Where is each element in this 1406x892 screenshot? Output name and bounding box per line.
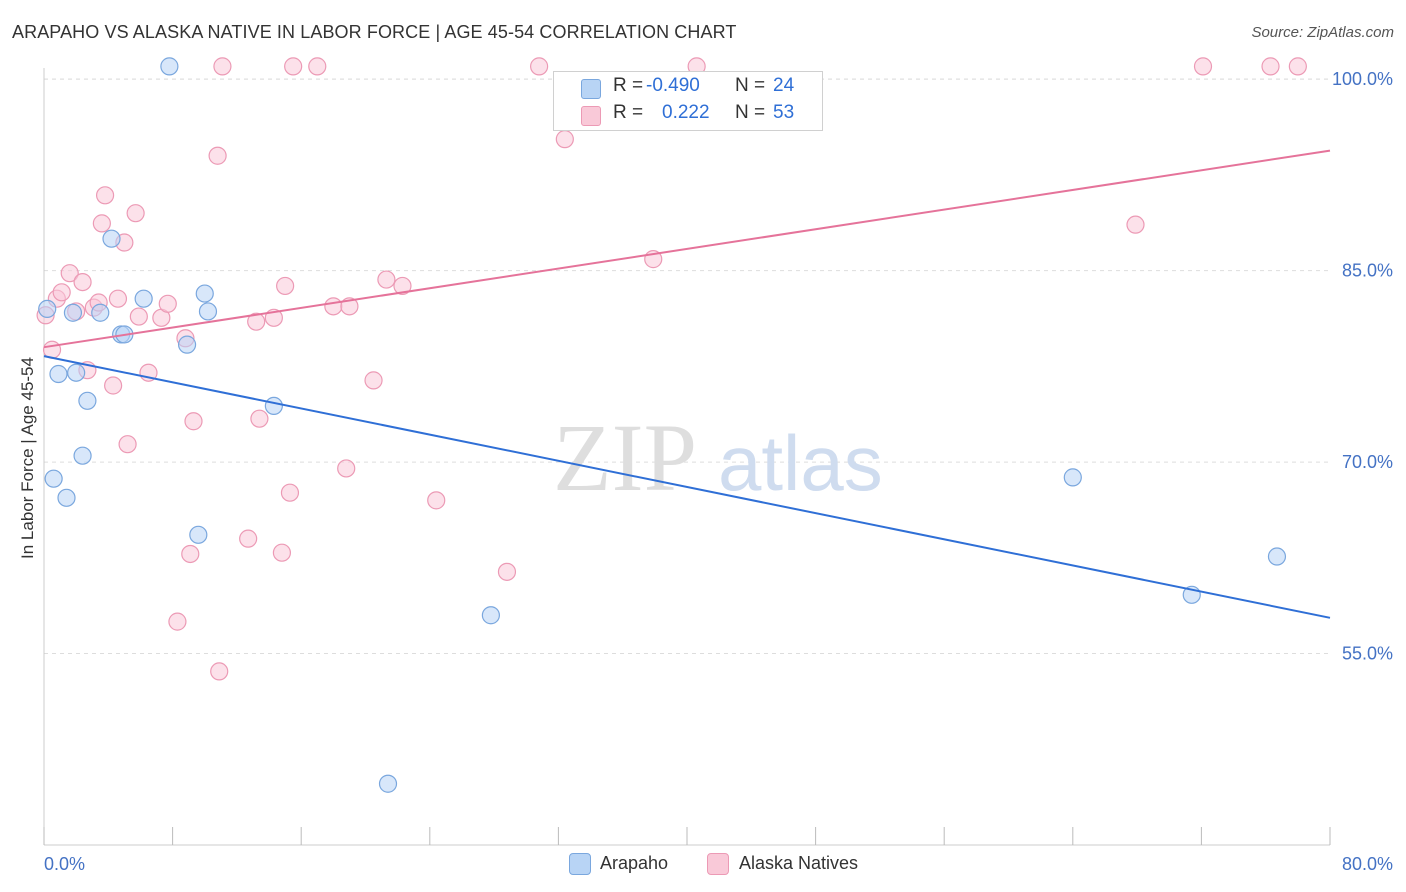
alaska-natives-point [126,204,145,223]
alaska-natives-point [210,662,229,681]
alaska-natives-point [1288,57,1307,76]
alaska-natives-point [247,312,266,331]
alaska-natives-point [377,270,396,289]
alaska-natives-point [52,283,71,302]
series-legend-swatch-alaska [707,853,729,875]
arapaho-point [78,391,97,410]
legend-swatch-arapaho [581,79,601,99]
arapaho-point [264,396,283,416]
chart-title: ARAPAHO VS ALASKA NATIVE IN LABOR FORCE … [12,22,737,42]
alaska-natives-point [324,297,343,316]
legend-n-value: 24 [773,75,795,96]
alaska-natives-point [213,57,232,76]
alaska-natives-point [208,146,227,165]
x-tick-label: 0.0% [44,854,85,874]
alaska-natives-point [272,543,292,562]
arapaho-trend-line [43,355,1331,619]
alaska-natives-point [497,562,517,581]
arapaho-point [195,284,214,303]
source-credit: Source: ZipAtlas.com [1251,24,1394,41]
alaska-natives-point [60,264,79,283]
legend-r-label: R = [613,102,644,123]
alaska-natives-point [104,376,123,395]
watermark-atlas: atlas [718,419,883,507]
alaska-natives-point [364,371,383,390]
alaska-natives-point [284,57,303,76]
series-legend-label-arapaho: Arapaho [600,853,669,873]
alaska-natives-point [184,412,203,431]
series-legend-label-alaska: Alaska Natives [739,853,859,873]
legend-r-value: 0.222 [662,102,710,123]
y-tick-label: 55.0% [1342,644,1393,664]
y-tick-label: 85.0% [1342,261,1393,281]
arapaho-point [1063,468,1082,487]
y-tick-label: 70.0% [1342,452,1393,472]
alaska-natives-point [168,612,187,631]
alaska-natives-point [393,276,412,296]
grid-lines [44,78,1330,655]
legend-r-value: -0.490 [646,75,700,96]
alaska-natives-point [95,186,115,205]
legend-r-label: R = [613,75,644,96]
correlation-legend: R = -0.490 N = 24 R = 0.222 N = 53 [553,71,823,131]
alaska-natives-point [1126,215,1145,234]
arapaho-point [91,303,110,322]
arapaho-point [38,299,57,319]
arapaho-point [1267,547,1287,566]
alaska-natives-point [427,491,446,510]
x-tick-labels: 0.0% 80.0% [44,854,1393,874]
alaska-natives-point [276,276,295,296]
alaska-natives-point [92,214,111,233]
arapaho-point [378,774,398,793]
arapaho-point [189,525,208,544]
series-legend: Arapaho Alaska Natives [0,853,1406,877]
alaska-natives-point [250,409,269,428]
legend-n-label: N = [735,75,766,96]
y-tick-labels: 55.0% 70.0% 85.0% 100.0% [1332,69,1393,663]
alaska-natives-point [308,57,327,76]
arapaho-point [57,488,76,507]
watermark: ZIP atlas [553,404,883,511]
watermark-zip: ZIP [553,404,697,511]
y-tick-label: 100.0% [1332,69,1393,89]
trend-lines [43,149,1331,619]
alaska-natives-point [280,483,300,502]
alaska-natives-point [181,544,200,564]
alaska-natives-point [73,272,92,292]
alaska-natives-point [337,459,356,478]
axes [43,68,1331,846]
alaska-natives-point [118,435,137,454]
alaska-natives-point [158,294,177,313]
alaska-natives-trend-line [43,149,1331,349]
alaska-natives-point [1261,57,1280,76]
alaska-natives-point [530,57,549,76]
arapaho-point [102,229,121,248]
legend-n-label: N = [735,102,766,123]
arapaho-point [67,363,86,382]
arapaho-point [481,606,500,625]
alaska-natives-point [129,307,148,326]
alaska-natives-point [108,289,128,308]
arapaho-points [38,57,1287,793]
arapaho-point [134,289,153,308]
legend-n-value: 53 [773,102,795,123]
x-tick-label: 80.0% [1342,854,1393,874]
arapaho-point [63,303,83,322]
alaska-natives-point [555,130,574,149]
series-legend-swatch-arapaho [569,853,591,875]
alaska-natives-points [36,57,1307,681]
legend-swatch-alaska [581,106,601,126]
arapaho-point [44,469,63,488]
arapaho-point [177,335,197,354]
arapaho-point [73,446,92,465]
alaska-natives-point [239,529,258,548]
alaska-natives-point [1193,57,1213,76]
arapaho-point [49,364,68,384]
arapaho-point [160,57,179,76]
arapaho-point [198,302,218,321]
